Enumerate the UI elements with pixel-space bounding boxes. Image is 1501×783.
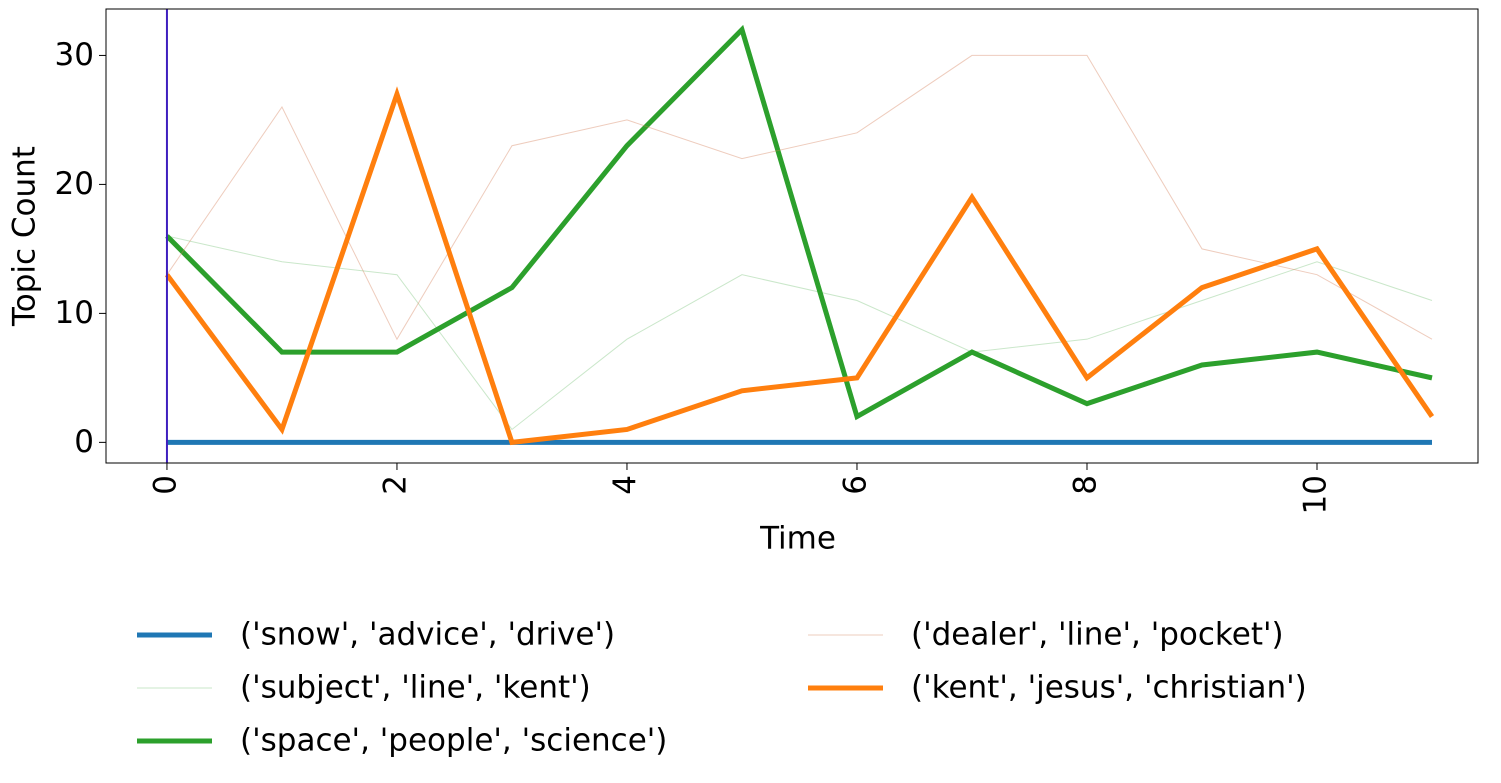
x-tick-label: 2 xyxy=(377,475,413,495)
x-tick-label: 10 xyxy=(1297,475,1333,514)
series-line xyxy=(165,24,1433,421)
series-line xyxy=(166,235,1433,431)
x-tick-label: 4 xyxy=(607,475,643,495)
series-line xyxy=(166,54,1433,341)
y-tick-label: 10 xyxy=(55,295,94,331)
legend-label: ('subject', 'line', 'kent') xyxy=(240,670,591,706)
plot-frame xyxy=(105,8,1479,464)
y-tick-label: 30 xyxy=(55,37,94,73)
x-tick-label: 8 xyxy=(1067,475,1103,495)
legend-label: ('snow', 'advice', 'drive') xyxy=(240,617,615,653)
x-tick-label: 0 xyxy=(147,475,183,495)
y-tick-label: 20 xyxy=(55,166,94,202)
y-tick-label: 0 xyxy=(74,424,94,460)
y-axis-label: Topic Count xyxy=(7,146,43,327)
series-line xyxy=(164,86,1435,446)
x-tick-label: 6 xyxy=(837,475,873,495)
legend-label: ('kent', 'jesus', 'christian') xyxy=(911,670,1307,706)
x-axis-label: Time xyxy=(759,521,836,557)
legend-label: ('dealer', 'line', 'pocket') xyxy=(911,617,1284,653)
legend-label: ('space', 'people', 'science') xyxy=(240,723,667,759)
